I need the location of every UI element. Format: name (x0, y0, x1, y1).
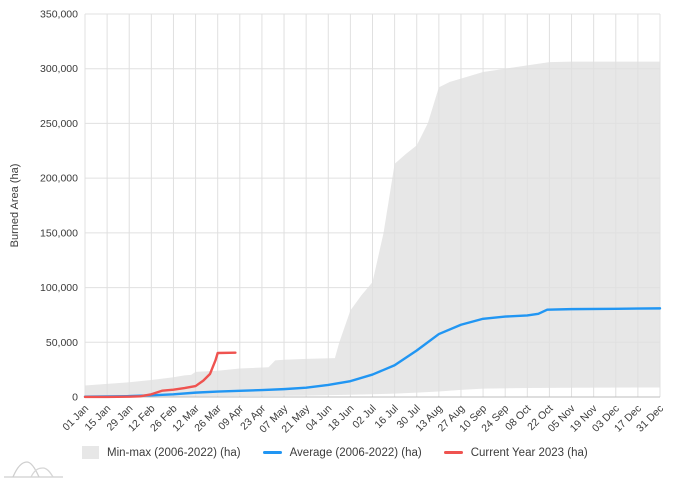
y-tick-label: 200,000 (40, 173, 78, 185)
current-year-line-swatch-icon (443, 451, 463, 454)
legend-label-current-year: Current Year 2023 (ha) (470, 446, 588, 459)
current-line (83, 351, 237, 399)
minmax-area-swatch-icon (82, 446, 99, 459)
y-tick-label: 150,000 (40, 227, 78, 239)
y-tick-label: 350,000 (40, 9, 78, 21)
y-tick-label: 0 (72, 392, 78, 404)
hills-landscape-logo-icon (4, 461, 63, 478)
x-tick-label: 02 Jul (350, 403, 378, 431)
y-tick-label: 300,000 (40, 63, 78, 75)
x-tick-label: 16 Jul (372, 403, 400, 431)
y-tick-label: 100,000 (40, 282, 78, 294)
average-line (83, 307, 662, 398)
chart-legend: Min-max (2006-2022) (ha) Average (2006-2… (82, 446, 588, 459)
minmax-band (85, 61, 660, 397)
legend-label-minmax: Min-max (2006-2022) (ha) (107, 446, 241, 459)
y-axis-title: Burned Area (ha) (9, 164, 21, 248)
legend-item-minmax[interactable]: Min-max (2006-2022) (ha) (82, 446, 241, 459)
legend-item-current-year[interactable]: Current Year 2023 (ha) (443, 446, 588, 459)
legend-label-average: Average (2006-2022) (ha) (289, 446, 422, 459)
legend-item-average[interactable]: Average (2006-2022) (ha) (262, 446, 422, 459)
y-tick-label: 50,000 (46, 337, 78, 349)
average-line-swatch-icon (262, 451, 282, 454)
y-tick-label: 250,000 (40, 118, 78, 130)
